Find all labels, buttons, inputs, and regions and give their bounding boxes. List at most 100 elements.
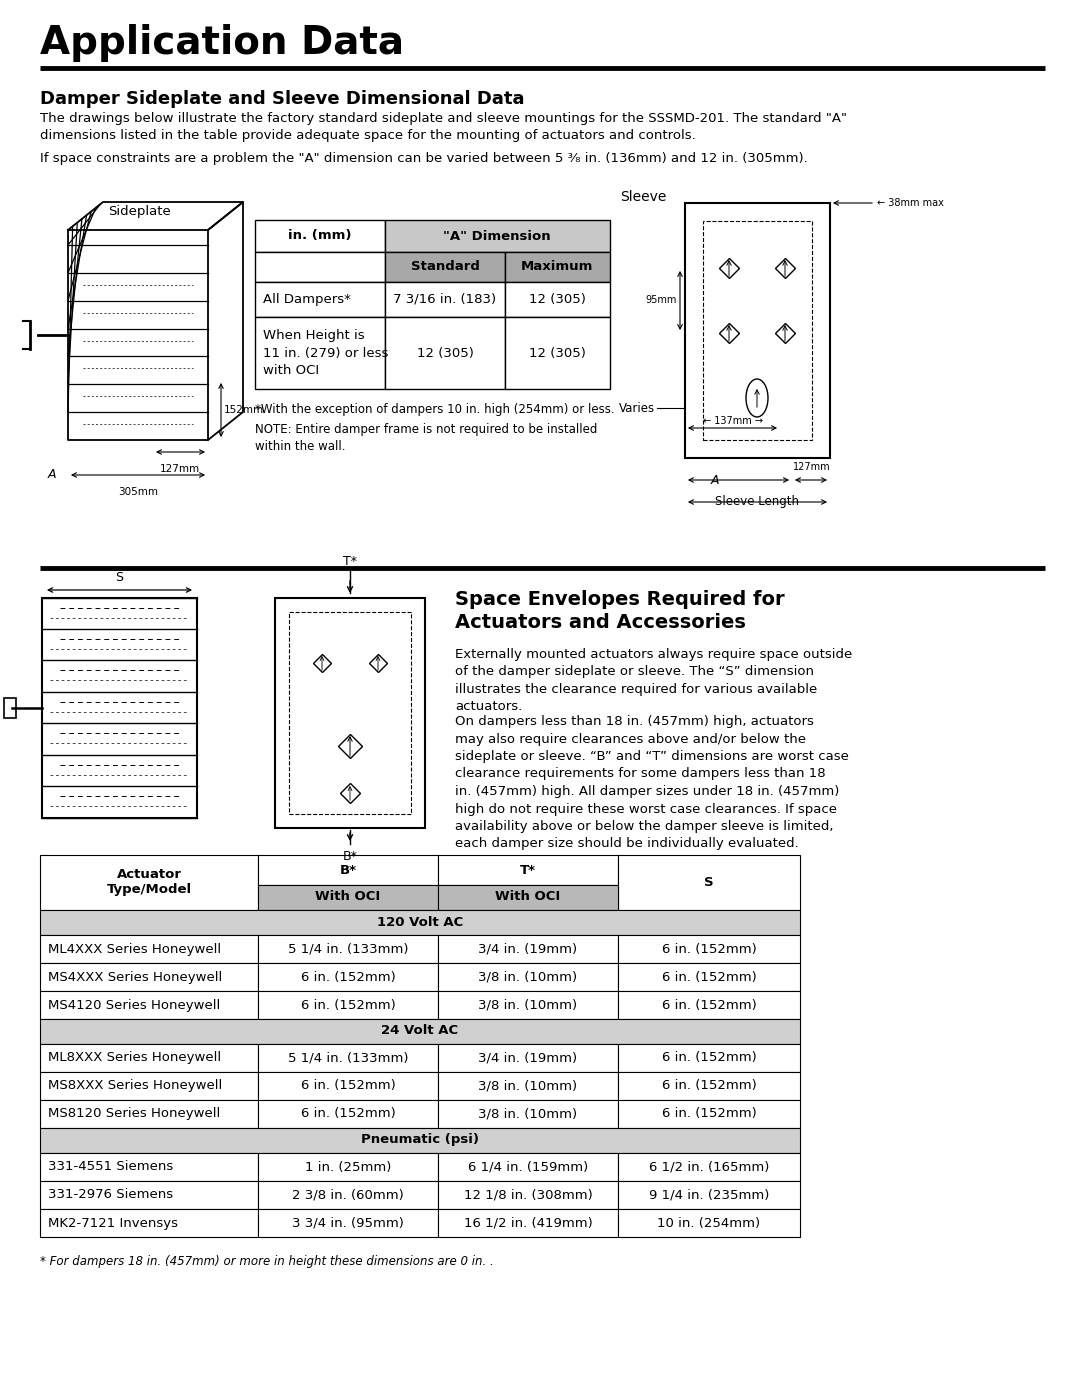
Text: Maximum: Maximum — [521, 260, 593, 274]
Text: 24 Volt AC: 24 Volt AC — [381, 1024, 459, 1038]
Text: NOTE: Entire damper frame is not required to be installed
within the wall.: NOTE: Entire damper frame is not require… — [255, 423, 597, 454]
Text: On dampers less than 18 in. (457mm) high, actuators
may also require clearances : On dampers less than 18 in. (457mm) high… — [455, 715, 849, 851]
Bar — [255, 219, 384, 251]
Bar — [289, 612, 411, 814]
Text: 6 in. (152mm): 6 in. (152mm) — [662, 971, 756, 983]
Bar — [685, 203, 831, 458]
Text: 127mm: 127mm — [793, 462, 831, 472]
Text: 7 3/16 in. (183): 7 3/16 in. (183) — [393, 292, 497, 306]
Text: 6 in. (152mm): 6 in. (152mm) — [300, 971, 395, 983]
Bar — [438, 1180, 618, 1208]
Text: Externally mounted actuators always require space outside
of the damper sideplat: Externally mounted actuators always requ… — [455, 648, 852, 714]
Bar — [618, 1180, 800, 1208]
Text: T*: T* — [343, 555, 357, 569]
Text: 6 1/4 in. (159mm): 6 1/4 in. (159mm) — [468, 1161, 589, 1173]
Text: 9 1/4 in. (235mm): 9 1/4 in. (235mm) — [649, 1189, 769, 1201]
Text: Sleeve: Sleeve — [620, 190, 666, 204]
Bar — [258, 1044, 438, 1071]
Text: Damper Sideplate and Sleeve Dimensional Data: Damper Sideplate and Sleeve Dimensional … — [40, 89, 525, 108]
Bar — [618, 1153, 800, 1180]
Text: If space constraints are a problem the "A" dimension can be varied between 5 ³⁄₈: If space constraints are a problem the "… — [40, 152, 808, 165]
Text: 2 3/8 in. (60mm): 2 3/8 in. (60mm) — [292, 1189, 404, 1201]
Bar — [505, 282, 610, 317]
Bar — [438, 1044, 618, 1071]
Bar — [42, 598, 197, 819]
Bar — [384, 282, 505, 317]
Text: B*: B* — [339, 863, 356, 876]
Bar — [618, 1208, 800, 1236]
Bar — [438, 935, 618, 963]
Text: B*: B* — [342, 849, 357, 863]
Text: 6 in. (152mm): 6 in. (152mm) — [662, 1052, 756, 1065]
Bar — [258, 1153, 438, 1180]
Text: Varies: Varies — [619, 401, 654, 415]
Bar — [40, 1127, 800, 1153]
Text: With OCI: With OCI — [315, 890, 380, 904]
Text: 305mm: 305mm — [118, 488, 158, 497]
Text: 12 (305): 12 (305) — [417, 346, 473, 359]
Text: * For dampers 18 in. (457mm) or more in height these dimensions are 0 in. .: * For dampers 18 in. (457mm) or more in … — [40, 1255, 494, 1268]
Bar — [275, 598, 426, 828]
Bar — [40, 909, 800, 935]
Text: 95mm: 95mm — [646, 295, 677, 305]
Text: ML8XXX Series Honeywell: ML8XXX Series Honeywell — [48, 1052, 221, 1065]
Text: 6 in. (152mm): 6 in. (152mm) — [662, 1080, 756, 1092]
Text: 3/8 in. (10mm): 3/8 in. (10mm) — [478, 971, 578, 983]
Text: 16 1/2 in. (419mm): 16 1/2 in. (419mm) — [463, 1217, 592, 1229]
Text: in. (mm): in. (mm) — [288, 229, 352, 243]
Bar — [40, 963, 258, 990]
Text: *With the exception of dampers 10 in. high (254mm) or less.: *With the exception of dampers 10 in. hi… — [255, 402, 615, 416]
Bar — [703, 221, 812, 440]
Text: T*: T* — [519, 863, 536, 876]
Bar — [618, 963, 800, 990]
Text: 10 in. (254mm): 10 in. (254mm) — [658, 1217, 760, 1229]
Text: ← 137mm →: ← 137mm → — [703, 416, 762, 426]
Bar — [258, 1099, 438, 1127]
Text: 6 in. (152mm): 6 in. (152mm) — [662, 943, 756, 956]
Bar — [618, 1044, 800, 1071]
Text: A: A — [48, 468, 56, 482]
Text: MS4XXX Series Honeywell: MS4XXX Series Honeywell — [48, 971, 222, 983]
Bar — [258, 963, 438, 990]
Bar — [258, 855, 438, 886]
Bar — [40, 1071, 258, 1099]
Bar — [618, 1099, 800, 1127]
Text: ← 38mm max: ← 38mm max — [877, 198, 944, 208]
Text: MS4120 Series Honeywell: MS4120 Series Honeywell — [48, 999, 220, 1011]
Bar — [618, 990, 800, 1018]
Bar — [40, 1208, 258, 1236]
Bar — [618, 855, 800, 909]
Text: 120 Volt AC: 120 Volt AC — [377, 915, 463, 929]
Bar — [438, 886, 618, 909]
Text: 127mm: 127mm — [160, 464, 200, 474]
Bar — [258, 886, 438, 909]
Text: 3/8 in. (10mm): 3/8 in. (10mm) — [478, 1108, 578, 1120]
Bar — [438, 1208, 618, 1236]
Text: MK2-7121 Invensys: MK2-7121 Invensys — [48, 1217, 178, 1229]
Bar — [438, 855, 618, 886]
Text: 6 in. (152mm): 6 in. (152mm) — [662, 999, 756, 1011]
Text: Space Envelopes Required for
Actuators and Accessories: Space Envelopes Required for Actuators a… — [455, 590, 785, 633]
Bar — [258, 935, 438, 963]
Text: When Height is
11 in. (279) or less
with OCI: When Height is 11 in. (279) or less with… — [264, 328, 389, 377]
Text: S: S — [704, 876, 714, 888]
Text: ML4XXX Series Honeywell: ML4XXX Series Honeywell — [48, 943, 221, 956]
Text: All Dampers*: All Dampers* — [264, 292, 351, 306]
Text: Actuator
Type/Model: Actuator Type/Model — [107, 868, 191, 897]
Text: 3/8 in. (10mm): 3/8 in. (10mm) — [478, 1080, 578, 1092]
Text: "A" Dimension: "A" Dimension — [443, 229, 551, 243]
Text: MS8XXX Series Honeywell: MS8XXX Series Honeywell — [48, 1080, 222, 1092]
Text: 6 1/2 in. (165mm): 6 1/2 in. (165mm) — [649, 1161, 769, 1173]
Bar — [505, 317, 610, 388]
Text: 12 (305): 12 (305) — [528, 292, 585, 306]
Text: With OCI: With OCI — [496, 890, 561, 904]
Bar — [258, 990, 438, 1018]
Bar — [255, 282, 384, 317]
Bar — [255, 317, 384, 388]
Text: 1 in. (25mm): 1 in. (25mm) — [305, 1161, 391, 1173]
Text: MS8120 Series Honeywell: MS8120 Series Honeywell — [48, 1108, 220, 1120]
Text: Application Data: Application Data — [40, 24, 404, 61]
Text: The drawings below illustrate the factory standard sideplate and sleeve mounting: The drawings below illustrate the factor… — [40, 112, 847, 142]
Bar — [255, 251, 384, 282]
Text: 6 in. (152mm): 6 in. (152mm) — [300, 999, 395, 1011]
